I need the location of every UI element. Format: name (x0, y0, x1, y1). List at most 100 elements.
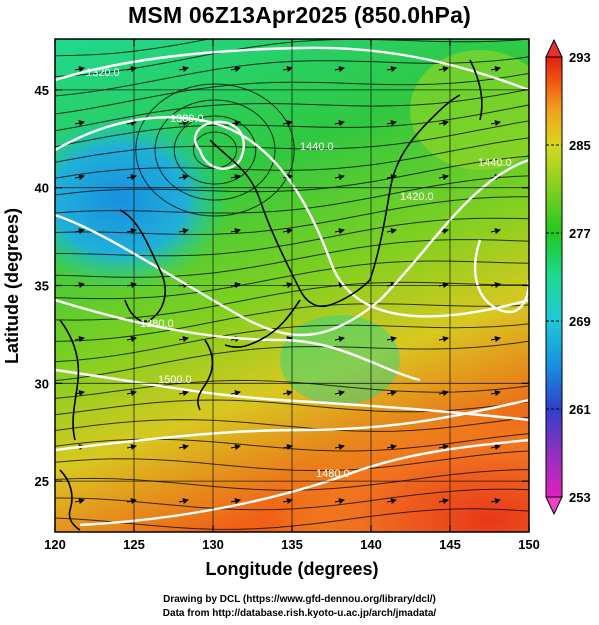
streamline (55, 39, 212, 57)
contour-label: 1420.0 (400, 191, 434, 203)
flow-arrow (126, 336, 137, 343)
flow-arrow (230, 174, 241, 181)
flow-arrow (334, 444, 345, 451)
flow-arrow (178, 120, 189, 127)
flow-arrow (178, 498, 189, 505)
flow-arrow (386, 498, 397, 505)
flow-arrow (386, 228, 397, 235)
flow-arrow (386, 444, 397, 451)
x-tick-label: 140 (360, 537, 382, 552)
flow-arrow (178, 390, 189, 397)
flow-arrow (438, 498, 449, 505)
flow-arrow (126, 66, 137, 73)
flow-arrow (334, 66, 345, 73)
streamline (55, 175, 529, 214)
flow-arrow (230, 444, 241, 451)
flow-arrow (126, 228, 137, 235)
y-tick-label: 45 (35, 83, 49, 98)
flow-arrow (178, 228, 189, 235)
colorbar: 293 285 277 269 261 253 (545, 38, 591, 516)
warm-air-region (270, 410, 529, 532)
x-axis-label: Longitude (degrees) (205, 559, 378, 579)
page-title: MSM 06Z13Apr2025 (850.0hPa) (128, 2, 471, 28)
flow-arrow (334, 336, 345, 343)
flow-arrow (126, 498, 137, 505)
flow-arrow (178, 66, 189, 73)
contour-label: 1440.0 (478, 157, 512, 169)
streamline (55, 433, 529, 452)
contour-label: 1480.0 (316, 468, 350, 480)
flow-arrow (74, 66, 85, 73)
flow-arrow (334, 390, 345, 397)
streamline (55, 104, 529, 148)
contour-label: 1440.0 (300, 141, 334, 153)
flow-arrow (490, 498, 501, 505)
streamline (55, 239, 529, 278)
streamline (55, 416, 529, 432)
flow-arrow (282, 444, 293, 451)
temperature-field (55, 39, 529, 532)
colorbar-tick-label: 253 (569, 490, 591, 505)
flow-arrow (386, 174, 397, 181)
flow-arrow (386, 336, 397, 343)
flow-arrow (178, 336, 189, 343)
colorbar-tick-label: 261 (569, 402, 591, 417)
streamline (55, 379, 529, 399)
flow-arrow (386, 390, 397, 397)
y-tick-label: 30 (35, 376, 49, 391)
streamline (55, 399, 529, 416)
flow-arrow (438, 336, 449, 343)
coastlines (59, 59, 483, 531)
flow-arrow (282, 228, 293, 235)
cyclone-streamline (135, 83, 295, 217)
streamline (55, 88, 529, 132)
flow-arrow (334, 228, 345, 235)
streamline (55, 508, 529, 530)
flow-arrow (74, 228, 85, 235)
contour-label: 1500.0 (158, 374, 192, 386)
x-tick-label: 135 (281, 537, 303, 552)
lat-lon-grid (55, 39, 529, 532)
flow-arrow (74, 498, 85, 505)
flow-arrow (386, 120, 397, 127)
streamline (55, 340, 529, 382)
streamline (55, 450, 529, 472)
cold-air-region (55, 110, 230, 290)
y-axis-label: Latitude (degrees) (2, 208, 22, 364)
flow-arrow (282, 120, 293, 127)
flow-arrow (178, 444, 189, 451)
contour-label: 1380.0 (170, 113, 204, 125)
flow-arrow (126, 390, 137, 397)
flow-arrow (126, 444, 137, 451)
contour-label: 1320.0 (86, 67, 120, 79)
x-tick-label: 150 (518, 537, 540, 552)
flow-arrow (490, 444, 501, 451)
flow-arrow (230, 228, 241, 235)
flow-arrow (230, 66, 241, 73)
flow-arrow (490, 390, 501, 397)
flow-arrow (74, 174, 85, 181)
x-tick-label: 145 (439, 537, 461, 552)
flow-arrow (282, 66, 293, 73)
flow-arrow (230, 390, 241, 397)
flow-arrow (126, 120, 137, 127)
streamline (55, 72, 529, 115)
y-tick-label: 35 (35, 279, 49, 294)
credit-drawing: Drawing by DCL (https://www.gfd-dennou.o… (163, 594, 436, 605)
contour-labels: 1320.0 1380.0 1380.0 1500.0 1440.0 1440.… (86, 67, 512, 480)
flow-arrow (282, 390, 293, 397)
colorbar-top-arrow (545, 38, 563, 58)
colorbar-scale (545, 56, 563, 498)
cyclone-streamline (154, 99, 276, 201)
colorbar-bottom-arrow (545, 496, 563, 516)
flow-arrow (438, 66, 449, 73)
flow-arrow (490, 120, 501, 127)
y-tick-label: 25 (35, 474, 49, 489)
x-tick-label: 130 (202, 537, 224, 552)
flow-arrow (438, 390, 449, 397)
flow-arrow (438, 120, 449, 127)
x-tick-label: 120 (44, 537, 66, 552)
cyclone-streamline (173, 115, 257, 185)
credit-data: Data from http://database.rish.kyoto-u.a… (162, 608, 437, 619)
flow-arrow (490, 336, 501, 343)
